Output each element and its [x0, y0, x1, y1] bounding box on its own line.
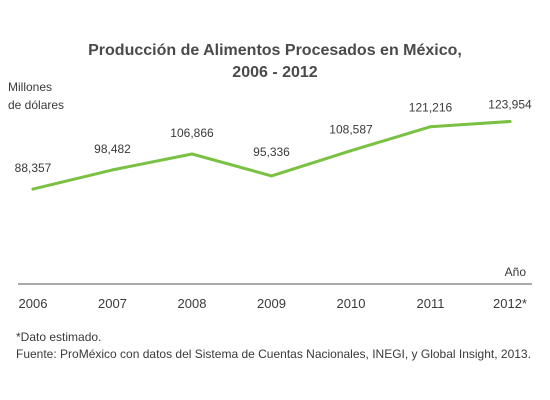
x-tick-label-2011: 2011 — [417, 296, 445, 311]
x-tick-label-2012: 2012* — [493, 296, 527, 311]
x-tick-label-2007: 2007 — [98, 296, 127, 311]
x-tick-label-2010: 2010 — [337, 296, 366, 311]
chart-title-line-2: 2006 - 2012 — [232, 64, 318, 81]
x-axis-title: Año — [505, 265, 527, 279]
footnote: *Dato estimado. — [16, 330, 102, 344]
x-tick-label-2008: 2008 — [178, 296, 207, 311]
y-axis-label-line-2: de dólares — [8, 98, 65, 112]
chart-title-line-1: Producción de Alimentos Procesados en Mé… — [88, 42, 462, 59]
data-label-2012: 123,954 — [488, 97, 532, 111]
data-point-2011 — [429, 125, 432, 129]
data-point-2012 — [508, 120, 512, 123]
x-tick-label-2009: 2009 — [257, 296, 286, 311]
y-axis-label-line-1: Millones — [8, 80, 53, 94]
y-axis-label: Millones de dólares — [8, 78, 64, 114]
x-tick-label-2006: 2006 — [19, 296, 48, 311]
data-point-2008 — [190, 152, 194, 156]
data-label-2009: 95,336 — [253, 145, 290, 159]
source-note: Fuente: ProMéxico con datos del Sistema … — [16, 347, 531, 361]
data-point-2007 — [111, 168, 114, 172]
data-label-2008: 106,866 — [170, 126, 214, 140]
data-label-2011: 121,216 — [409, 101, 453, 115]
data-label-2010: 108,587 — [329, 123, 373, 137]
data-point-2009 — [270, 174, 273, 178]
plot-area: Año 2006 2007 2008 2009 2010 2011 2012* 88,357 98… — [15, 97, 532, 311]
data-point-2006 — [31, 187, 35, 191]
line-chart: Año 2006 2007 2008 2009 2010 2011 2012* 88,357 98… — [15, 97, 532, 311]
data-label-2006: 88,357 — [15, 161, 52, 175]
data-point-2010 — [349, 149, 353, 153]
data-label-2007: 98,482 — [94, 142, 131, 156]
